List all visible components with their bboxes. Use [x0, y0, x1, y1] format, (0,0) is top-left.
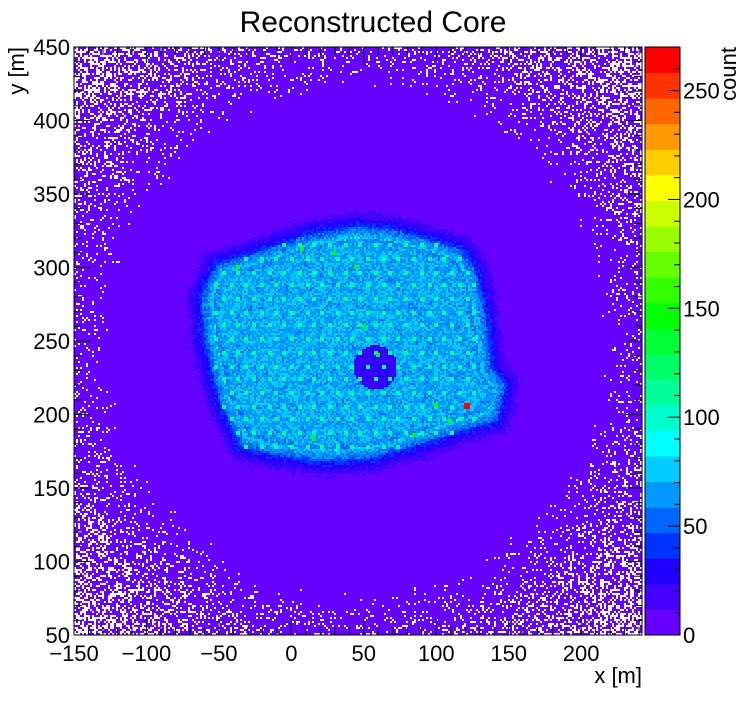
- x-tick-label: 0: [285, 641, 297, 666]
- color-scale-bin: [645, 123, 680, 150]
- y-tick-label: 400: [33, 109, 70, 134]
- color-scale-bin: [645, 302, 680, 329]
- color-scale-bin: [645, 609, 680, 636]
- x-tick-label: −150: [49, 641, 99, 666]
- x-axis: −150 −100 −50 0 50 100 150 200: [49, 47, 640, 666]
- color-scale-bin: [645, 200, 680, 227]
- x-axis-label: x [m]: [594, 663, 642, 688]
- color-scale-bin: [645, 149, 680, 176]
- color-scale-bin: [645, 353, 680, 380]
- color-scale-bin: [645, 481, 680, 508]
- x-tick-label: 100: [418, 641, 455, 666]
- y-axis: 50 100 150 200 250 300 350 400 450: [33, 35, 642, 648]
- color-scale-tick-label: 100: [683, 405, 720, 430]
- y-axis-label: y [m]: [4, 47, 29, 95]
- x-tick-label: 150: [490, 641, 527, 666]
- x-tick-label: 50: [352, 641, 376, 666]
- color-scale-bin: [645, 225, 680, 253]
- y-tick-label: 200: [33, 403, 70, 428]
- color-scale-bin: [645, 507, 680, 534]
- y-tick-label: 350: [33, 182, 70, 207]
- y-tick-label: 150: [33, 476, 70, 501]
- color-scale-bar: [644, 46, 681, 636]
- color-scale-bin: [645, 583, 680, 610]
- y-tick-label: 250: [33, 329, 70, 354]
- color-scale-frame: [644, 46, 681, 636]
- color-scale-label: count: [716, 47, 741, 101]
- x-tick-label: −50: [200, 641, 237, 666]
- chart-title: Reconstructed Core: [239, 6, 507, 39]
- color-scale-bin: [645, 98, 680, 125]
- y-tick-label: 50: [46, 623, 70, 648]
- heatmap-raster: [74, 47, 642, 635]
- color-scale-bin: [645, 277, 680, 304]
- color-scale-bin: [645, 174, 680, 201]
- x-tick-label: −100: [122, 641, 172, 666]
- color-scale-tick-label: 50: [683, 514, 707, 539]
- color-scale-bin: [645, 532, 680, 559]
- color-scale-bin: [645, 404, 680, 431]
- color-scale-tick-label: 150: [683, 296, 720, 321]
- x-tick-label: 200: [563, 641, 600, 666]
- color-scale-bin: [645, 379, 680, 406]
- color-scale-bin: [645, 456, 680, 483]
- y-tick-label: 300: [33, 256, 70, 281]
- plot-area: [74, 47, 642, 635]
- color-scale-tick-label: 200: [683, 187, 720, 212]
- y-tick-label: 450: [33, 35, 70, 60]
- color-scale-tick-label: 0: [683, 623, 695, 648]
- color-scale-bin: [645, 430, 680, 457]
- color-scale-bin: [645, 558, 680, 585]
- color-scale-axis: 0 50 100 150 200 250: [668, 68, 720, 648]
- color-scale-bin: [645, 72, 680, 99]
- y-tick-label: 100: [33, 550, 70, 575]
- color-scale-bin: [645, 328, 680, 355]
- color-scale-tick-label: 250: [683, 79, 720, 104]
